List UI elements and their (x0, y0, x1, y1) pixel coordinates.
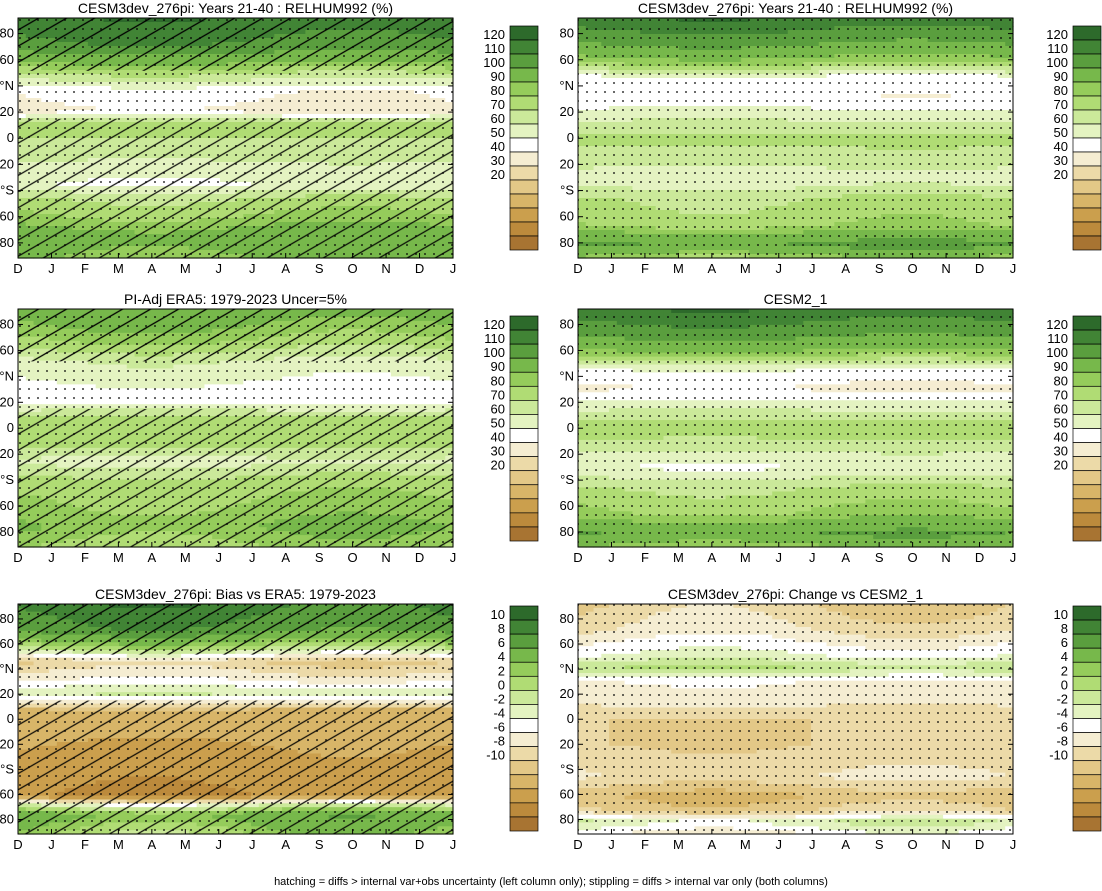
y-tick-label: 80 (0, 26, 14, 41)
x-tick-label: J (48, 261, 55, 276)
y-tick-label: 0 (7, 130, 14, 145)
colorbar-swatch (509, 193, 539, 209)
y-tick-label: °S (0, 183, 14, 198)
colorbar-swatch (509, 53, 539, 69)
colorbar-label: 120 (483, 27, 505, 42)
colorbar-swatch (509, 179, 539, 195)
colorbar-swatch (509, 137, 539, 153)
x-tick-label: J (216, 261, 223, 276)
colorbar-label: 60 (491, 111, 505, 126)
y-tick-label: 20 (0, 156, 14, 171)
panel-2: CESM3dev_276pi: Years 21-40 : RELHUM992 … (559, 0, 1102, 276)
y-tick-label: 80 (0, 235, 14, 250)
colorbar-label: 40 (491, 139, 505, 154)
y-tick-label: 60 (0, 209, 14, 224)
x-tick-label: M (113, 261, 124, 276)
x-tick-label: F (81, 261, 89, 276)
x-tick-label: O (348, 261, 358, 276)
colorbar-swatch (509, 109, 539, 125)
colorbar-label: 70 (491, 97, 505, 112)
colorbar-swatch (509, 95, 539, 111)
colorbar-swatch (509, 207, 539, 223)
colorbar-label: 50 (491, 125, 505, 140)
colorbar-label: 30 (491, 153, 505, 168)
x-tick-label: M (180, 261, 191, 276)
x-tick-label: D (13, 261, 22, 276)
panel-1: CESM3dev_276pi: Years 21-40 : RELHUM992 … (0, 0, 539, 276)
colorbar-label: 20 (491, 167, 505, 182)
colorbar-swatch (509, 221, 539, 237)
y-tick-label: 60 (0, 52, 14, 67)
colorbar-swatch (509, 235, 539, 251)
x-tick-label: S (315, 261, 324, 276)
hatching-overlay (18, 118, 453, 258)
colorbar-swatch (509, 81, 539, 97)
x-tick-label: J (249, 261, 256, 276)
x-tick-label: J (450, 261, 457, 276)
y-tick-label: 20 (0, 104, 14, 119)
x-tick-label: N (381, 261, 390, 276)
panel-title: CESM3dev_276pi: Years 21-40 : RELHUM992 … (78, 0, 393, 16)
colorbar-label: 80 (491, 83, 505, 98)
colorbar-swatch (509, 165, 539, 181)
colorbar-swatch (509, 25, 539, 41)
y-tick-label: °N (0, 78, 14, 93)
x-tick-label: A (281, 261, 290, 276)
colorbar-swatch (509, 123, 539, 139)
x-tick-label: A (148, 261, 157, 276)
colorbar-label: 90 (491, 69, 505, 84)
colorbar-label: 100 (483, 55, 505, 70)
panel-title: CESM3dev_276pi: Years 21-40 : RELHUM992 … (638, 0, 953, 16)
colorbar-swatch (509, 39, 539, 55)
hatching-overlay (18, 18, 453, 71)
colorbar-swatch (509, 67, 539, 83)
colorbar-label: 110 (484, 41, 505, 56)
colorbar-swatch (509, 151, 539, 167)
x-tick-label: D (415, 261, 424, 276)
